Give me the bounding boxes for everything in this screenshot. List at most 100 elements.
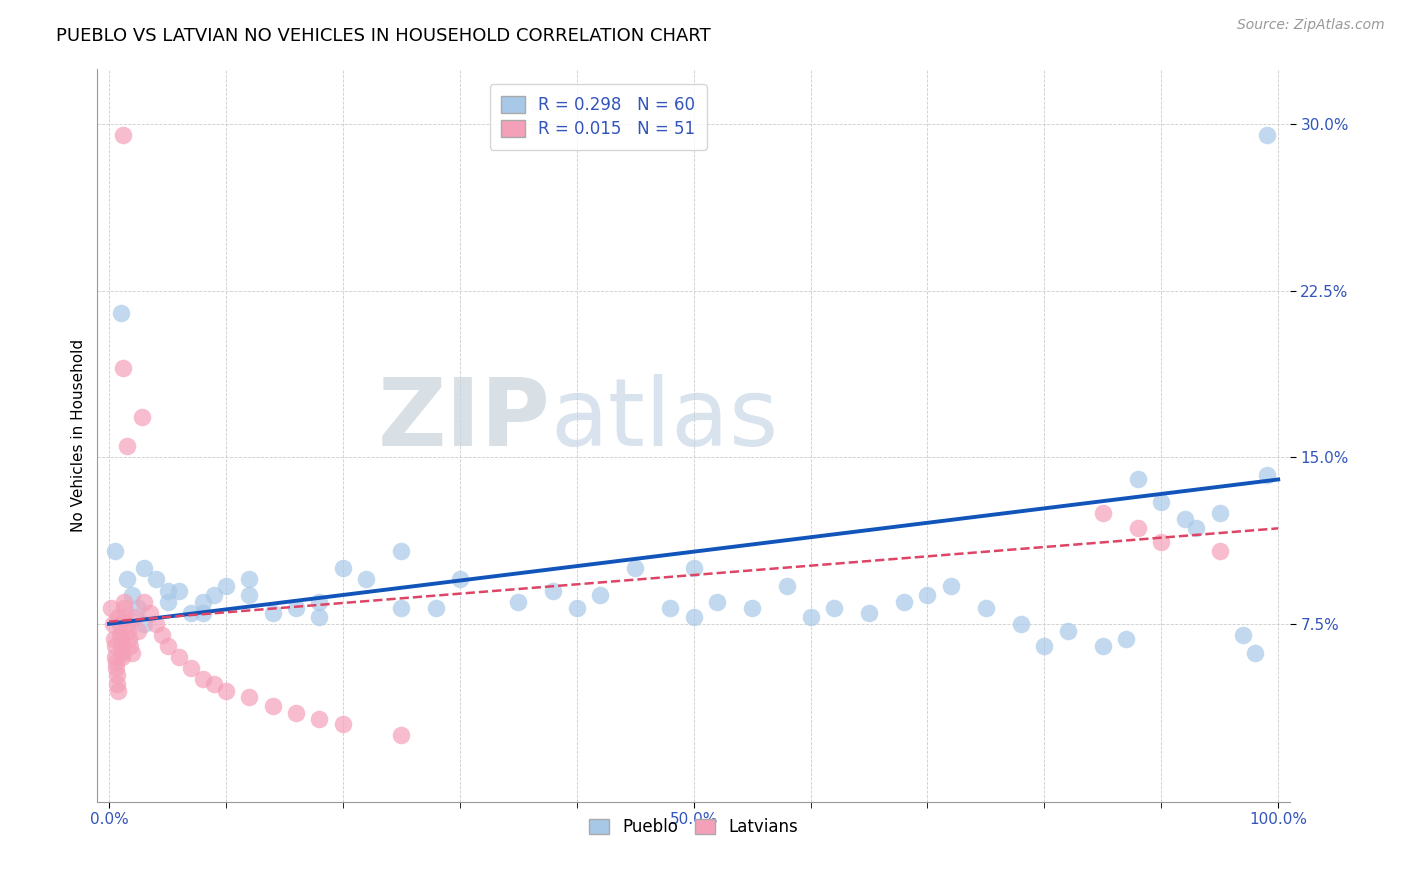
Point [565,601,588,615]
Point [1033,639,1056,653]
Point [939,579,962,593]
Point [167,650,190,665]
Point [308,712,330,726]
Point [1126,521,1149,535]
Point [682,610,704,624]
Point [202,677,225,691]
Point [741,601,763,615]
Point [191,594,214,608]
Point [114,610,136,624]
Point [389,601,412,615]
Text: ZIP: ZIP [378,375,551,467]
Point [127,624,149,638]
Point [1243,646,1265,660]
Point [706,594,728,608]
Point [1091,639,1114,653]
Point [104,650,127,665]
Point [134,594,156,608]
Point [1091,506,1114,520]
Point [308,594,330,608]
Point [543,583,565,598]
Point [1185,521,1208,535]
Point [110,306,132,320]
Point [215,683,238,698]
Point [100,601,122,615]
Point [508,594,530,608]
Point [202,588,225,602]
Point [425,601,447,615]
Point [285,601,308,615]
Point [1209,506,1232,520]
Point [1010,616,1032,631]
Point [139,606,162,620]
Text: PUEBLO VS LATVIAN NO VEHICLES IN HOUSEHOLD CORRELATION CHART: PUEBLO VS LATVIAN NO VEHICLES IN HOUSEHO… [56,27,711,45]
Point [238,690,260,705]
Point [1256,468,1278,483]
Point [115,616,138,631]
Point [1115,632,1137,647]
Point [589,588,612,602]
Point [332,561,354,575]
Y-axis label: No Vehicles in Household: No Vehicles in Household [72,338,86,532]
Point [112,128,135,143]
Point [389,543,412,558]
Point [1150,494,1173,508]
Point [110,632,132,647]
Point [1056,624,1078,638]
Point [115,573,138,587]
Point [823,601,845,615]
Point [107,683,129,698]
Point [115,439,138,453]
Point [262,699,284,714]
Point [107,610,129,624]
Point [156,639,179,653]
Point [389,728,412,742]
Point [354,573,377,587]
Point [108,616,131,631]
Point [105,655,128,669]
Point [332,716,354,731]
Point [308,610,330,624]
Text: atlas: atlas [551,375,779,467]
Point [104,639,127,653]
Point [121,646,143,660]
Point [1232,628,1254,642]
Text: Source: ZipAtlas.com: Source: ZipAtlas.com [1237,18,1385,32]
Point [145,616,167,631]
Point [659,601,682,615]
Point [111,646,134,660]
Point [121,588,143,602]
Point [118,632,141,647]
Point [112,594,135,608]
Point [103,632,125,647]
Point [1209,543,1232,558]
Point [134,616,156,631]
Point [1174,512,1197,526]
Point [191,673,214,687]
Point [150,628,173,642]
Point [215,579,238,593]
Point [974,601,997,615]
Point [112,601,135,615]
Point [124,610,146,624]
Point [156,583,179,598]
Point [110,639,132,653]
Point [238,573,260,587]
Point [180,606,202,620]
Point [285,706,308,720]
Point [1256,128,1278,143]
Point [167,583,190,598]
Point [799,610,821,624]
Legend: Pueblo, Latvians: Pueblo, Latvians [581,810,807,845]
Point [117,624,139,638]
Point [1126,473,1149,487]
Point [191,606,214,620]
Point [134,561,156,575]
Point [105,668,128,682]
Point [156,594,179,608]
Point [112,361,135,376]
Point [120,639,142,653]
Point [108,628,131,642]
Point [111,650,134,665]
Point [104,543,127,558]
